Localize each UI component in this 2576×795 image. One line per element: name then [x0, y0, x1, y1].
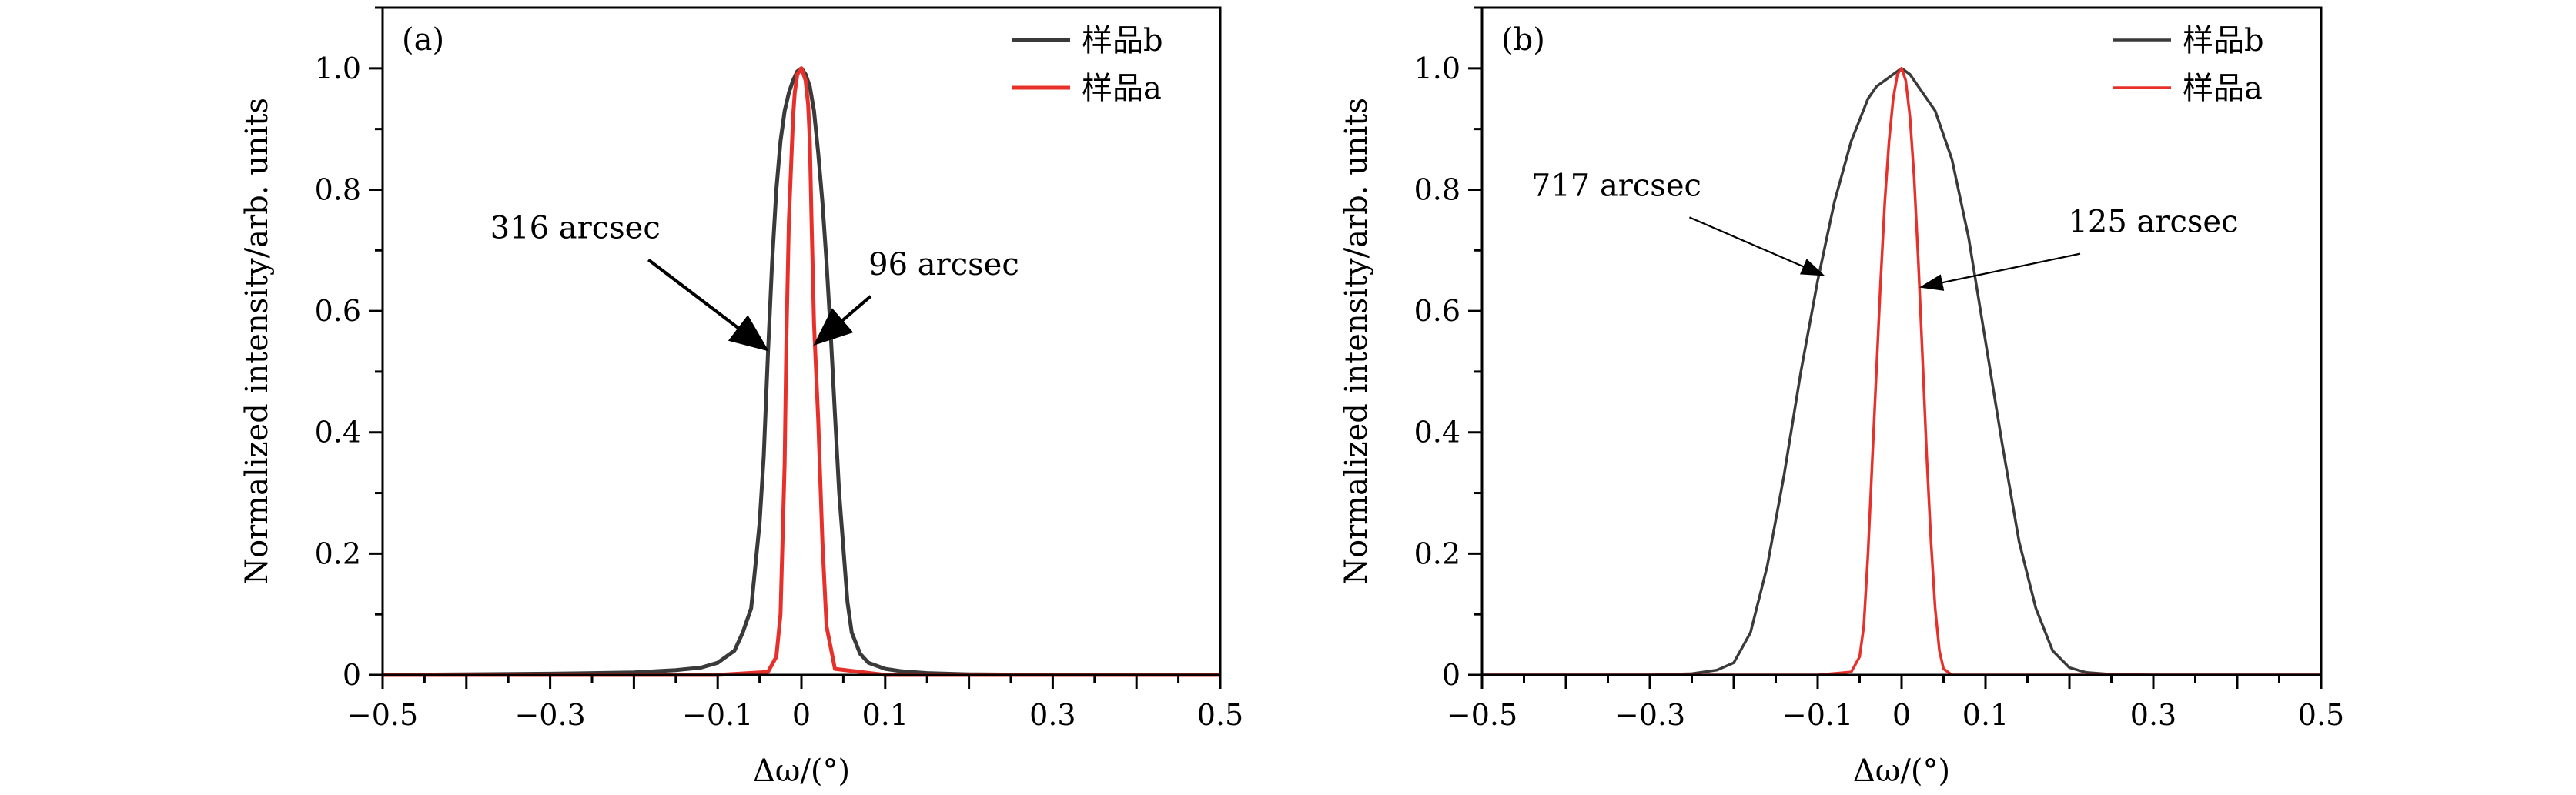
y-tick-label: 0.2 [1414, 536, 1460, 570]
legend-label: 样品b [2183, 23, 2264, 58]
y-tick-label: 0 [343, 658, 361, 692]
annotation-label: 717 arcsec [1531, 168, 1701, 203]
y-tick-label: 0.2 [315, 536, 361, 570]
y-axis-title: Normalized intensity/arb. units [239, 98, 275, 585]
x-tick-label: −0.1 [682, 698, 753, 732]
x-tick-label: 0.5 [2298, 698, 2344, 732]
legend-label: 样品a [1082, 71, 1162, 106]
x-axis-title: Δω/(°) [753, 753, 850, 789]
chart-panel-a: −0.5 −0.3 −0.1 0 0.1 0.3 0.5 0 0.2 0.4 0.6 0.8 1.0 Δω… [239, 6, 1243, 789]
y-tick-label: 0.6 [1414, 294, 1460, 328]
annotation-label: 316 arcsec [490, 211, 661, 246]
annotation-label: 125 arcsec [2068, 205, 2238, 240]
plot-frame [381, 6, 1222, 676]
y-tick-label: 0.6 [315, 294, 361, 328]
annotation-arrow [647, 258, 769, 352]
chart-panel-b: −0.5 −0.3 −0.1 0 0.1 0.3 0.5 0 0.2 0.4 0.6 0.8 1.0 Δω… [1339, 6, 2344, 789]
legend-label: 样品a [2183, 71, 2263, 106]
x-tick-label: 0.3 [2130, 698, 2176, 732]
y-tick-label: 0.8 [1414, 172, 1460, 206]
x-tick-label: 0 [792, 698, 811, 732]
panel-label: (b) [1501, 22, 1545, 58]
x-tick-label: −0.3 [514, 698, 585, 732]
x-tick-label: −0.5 [347, 698, 418, 732]
series-line-a [383, 66, 1220, 677]
y-tick-label: 0.4 [315, 416, 361, 449]
y-tick-label: 1.0 [315, 52, 361, 85]
x-tick-label: 0 [1892, 698, 1911, 732]
y-axis-title: Normalized intensity/arb. units [1339, 98, 1374, 585]
series-line-b [1482, 67, 2321, 676]
x-tick-label: 0.1 [1962, 698, 2009, 732]
y-tick-label: 1.0 [1414, 52, 1460, 85]
y-tick-label: 0.4 [1414, 416, 1460, 449]
panel-label: (a) [402, 22, 444, 58]
annotation-arrow [1688, 216, 1825, 276]
annotation-arrow [813, 295, 872, 346]
x-tick-label: 0.3 [1029, 698, 1076, 732]
x-tick-label: −0.3 [1614, 698, 1685, 732]
y-tick-label: 0 [1442, 658, 1460, 692]
y-tick-label: 0.8 [315, 172, 361, 206]
series-line-b [382, 66, 1220, 677]
x-tick-label: −0.5 [1447, 698, 1517, 732]
series-line-a [1482, 67, 2321, 676]
plot-frame [1480, 6, 2323, 676]
x-axis-title: Δω/(°) [1853, 753, 1950, 789]
x-tick-label: −0.1 [1782, 698, 1853, 732]
x-tick-label: 0.5 [1197, 698, 1243, 732]
annotation-label: 96 arcsec [868, 247, 1019, 282]
x-tick-label: 0.1 [862, 698, 908, 732]
legend-label: 样品b [1082, 23, 1163, 58]
annotation-arrow [1919, 252, 2081, 291]
